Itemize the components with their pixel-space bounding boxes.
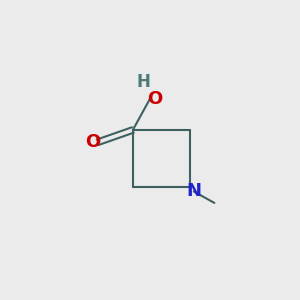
Text: N: N (186, 182, 201, 200)
Text: H: H (137, 73, 151, 91)
Text: O: O (147, 90, 163, 108)
Text: O: O (85, 133, 100, 151)
